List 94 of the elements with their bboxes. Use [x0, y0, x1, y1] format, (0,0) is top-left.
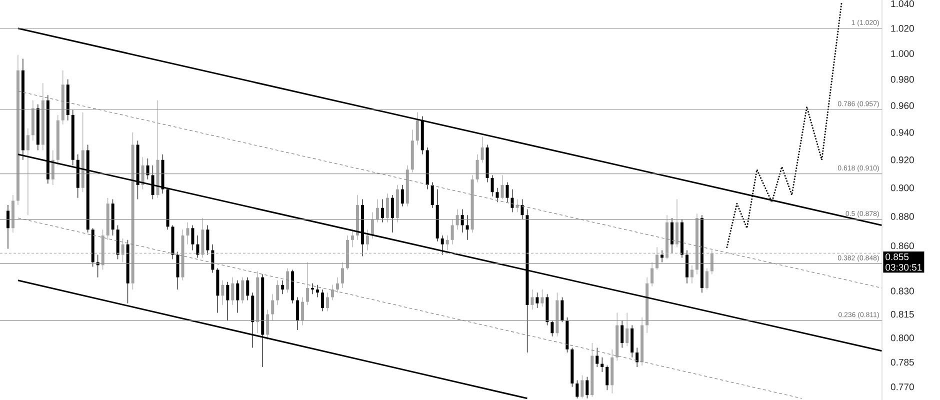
candlestick [576, 380, 579, 399]
candlestick [600, 357, 604, 372]
candlestick [341, 262, 344, 288]
candlestick [286, 268, 290, 293]
candlestick [656, 246, 659, 270]
candlestick [636, 347, 639, 368]
candlestick [530, 289, 534, 310]
candlestick [226, 282, 230, 321]
candlestick [536, 292, 539, 308]
y-tick-label: 1.000 [891, 50, 914, 57]
candlestick [231, 277, 234, 306]
candlestick [685, 250, 688, 284]
y-tick-label: 1.020 [891, 25, 914, 32]
candlestick [650, 262, 654, 287]
candlestick [496, 188, 499, 202]
candlestick [596, 347, 599, 368]
candlestick [211, 244, 214, 274]
y-tick-label: 0.770 [890, 384, 914, 390]
candlestick [350, 229, 354, 248]
text: 03:30:51 [886, 264, 922, 271]
y-tick-label: 0.920 [890, 156, 914, 164]
y-tick-label: 0.800 [890, 334, 914, 342]
candlestick [510, 189, 514, 212]
candlestick [480, 136, 484, 163]
candlestick [416, 112, 419, 146]
candlestick [516, 198, 519, 212]
candlestick [266, 309, 270, 340]
y-tick-label: 0.830 [890, 288, 914, 294]
candlestick [281, 280, 284, 294]
candlestick [206, 224, 210, 256]
candlestick [236, 280, 240, 314]
y-tick-label: 0.900 [890, 184, 914, 192]
candlestick [146, 158, 150, 180]
candlestick [186, 222, 190, 245]
y-tick-label: 0.940 [890, 129, 914, 136]
candlestick [620, 320, 624, 348]
candlestick [705, 268, 708, 290]
candlestick [221, 280, 224, 306]
candlestick [306, 262, 310, 306]
candlestick [336, 277, 340, 293]
candlestick [540, 289, 544, 307]
ref-line-label: 0.855 [886, 253, 909, 260]
candlestick [490, 174, 494, 197]
candlestick [580, 375, 584, 399]
y-tick-label: 0.880 [890, 213, 914, 220]
candlestick [246, 277, 250, 301]
candlestick [26, 128, 30, 216]
y-tick-label: 0.860 [890, 242, 914, 250]
candlestick [586, 376, 589, 399]
candlestick [311, 283, 314, 294]
candlestick [331, 284, 334, 301]
candlestick [316, 284, 320, 298]
candlestick [6, 204, 10, 250]
candlestick [520, 198, 524, 220]
candlestick [506, 182, 509, 202]
y-tick-label: 1.040 [891, 0, 914, 8]
candlestick [500, 174, 504, 200]
candlestick [151, 165, 154, 200]
candlestick [450, 219, 454, 245]
candlestick [276, 280, 280, 306]
y-tick-label: 0.960 [890, 102, 914, 110]
candlestick [690, 264, 694, 284]
candlestick [296, 296, 300, 330]
candlestick [670, 218, 674, 254]
candlestick [191, 224, 194, 251]
candlestick [121, 238, 124, 263]
candlestick [301, 296, 304, 326]
candlestick [196, 235, 200, 258]
candlestick [321, 289, 324, 312]
candlestick [466, 214, 469, 240]
candlestick [446, 235, 449, 251]
candlestick [626, 312, 629, 346]
candlestick [560, 296, 564, 322]
candlestick [326, 292, 330, 312]
candlestick [710, 250, 714, 275]
candlestick [390, 194, 394, 233]
candlestick [476, 154, 479, 183]
candlestick [386, 193, 389, 223]
candlestick [271, 294, 274, 321]
candlestick [660, 250, 664, 263]
candlestick [376, 198, 379, 223]
candlestick [676, 198, 679, 248]
candlestick [400, 184, 404, 207]
candlestick [380, 198, 384, 223]
y-tick-label: 0.785 [890, 358, 914, 366]
y-tick-label: 0.815 [890, 310, 914, 318]
candlestick [176, 251, 180, 290]
candlestick [440, 235, 444, 256]
candlestick [606, 365, 609, 390]
candlestick [550, 320, 554, 337]
candlestick [241, 277, 244, 304]
y-tick-label: 0.980 [890, 76, 914, 83]
candlestick [430, 182, 434, 208]
candlestick [366, 229, 369, 251]
